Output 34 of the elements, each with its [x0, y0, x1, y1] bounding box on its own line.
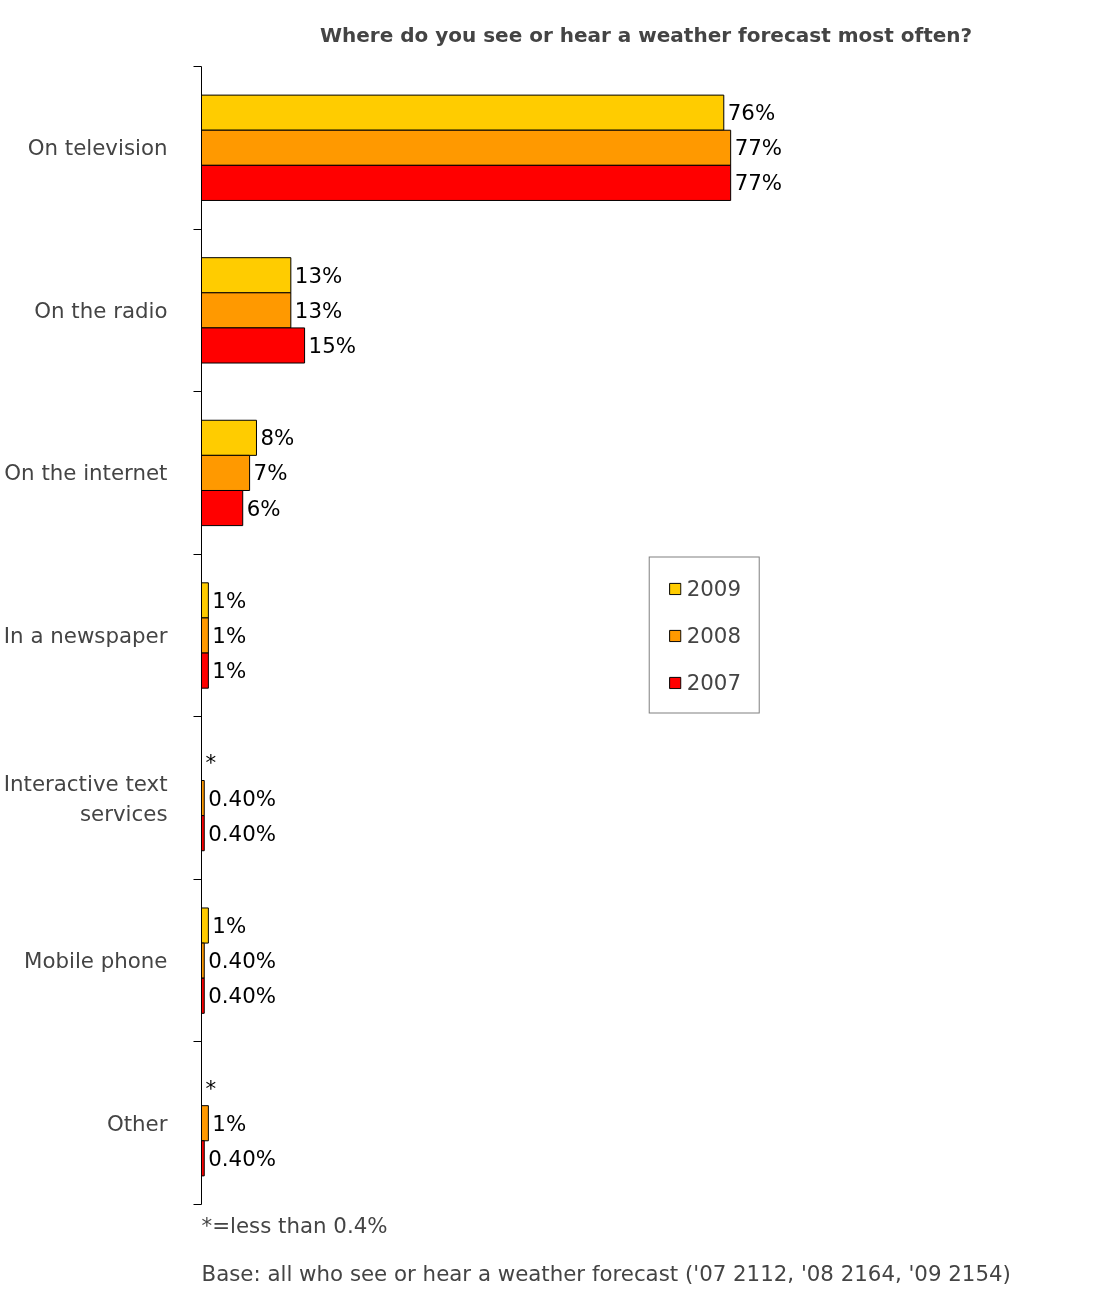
data-label: 1%	[212, 913, 247, 939]
data-label: 0.40%	[208, 785, 277, 811]
data-label: 0.40%	[208, 820, 277, 846]
y-tick-label: On television	[27, 135, 168, 161]
text: Base: all who see or hear a weather forecast ('07 2112, '08 2164, '09 2154)	[201, 1260, 1011, 1286]
data-label: 0.40%	[208, 983, 277, 1009]
data-label: 8%	[260, 425, 295, 451]
data-label: 1%	[212, 1110, 247, 1136]
data-label: 77%	[734, 170, 783, 196]
data-label: 0.40%	[208, 948, 277, 974]
text: *	[205, 750, 217, 776]
y-tick-label: On the radio	[34, 297, 168, 323]
data-label: 76%	[727, 100, 776, 126]
data-label: 77%	[734, 135, 783, 161]
data-label: 1%	[212, 587, 247, 613]
data-label: 1%	[212, 623, 247, 648]
y-tick-label: Interactive text services	[3, 770, 168, 826]
text: *=less than 0.4%	[201, 1212, 388, 1238]
data-label: 15%	[308, 332, 356, 358]
legend-label: 2009	[686, 575, 741, 601]
legend-label: 2007	[686, 669, 741, 695]
text: *	[205, 1075, 217, 1101]
legend-label: 2008	[686, 622, 741, 648]
data-label: 13%	[294, 262, 343, 288]
data-label: 13%	[294, 297, 343, 323]
data-label: 7%	[253, 460, 288, 486]
y-tick-label: On the internet	[4, 460, 168, 486]
data-label: 6%	[246, 495, 281, 521]
y-tick-label: In a newspaper	[3, 623, 168, 648]
y-tick-label: Mobile phone	[24, 948, 168, 974]
data-label: 0.40%	[208, 1145, 277, 1171]
data-label: 1%	[212, 658, 247, 684]
chart-title: Where do you see or hear a weather forecast most often?	[319, 22, 973, 47]
y-tick-label: Other	[106, 1110, 168, 1136]
